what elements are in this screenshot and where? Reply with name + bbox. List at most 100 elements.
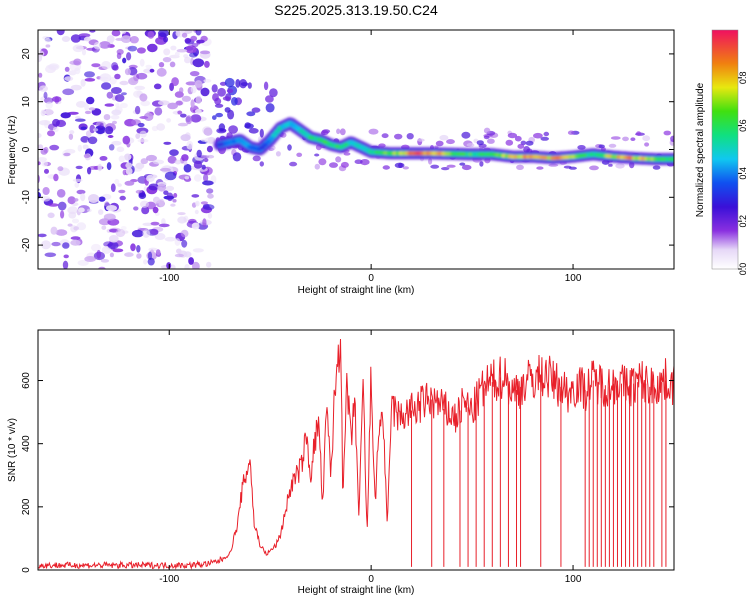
noise-blob	[430, 164, 440, 169]
noise-blob	[354, 159, 363, 164]
noise-blob	[406, 133, 414, 140]
noise-blob	[51, 241, 61, 247]
noise-blob	[195, 30, 202, 36]
noise-blob	[89, 124, 96, 134]
noise-blob	[199, 50, 211, 55]
noise-blob	[158, 198, 165, 208]
noise-blob	[39, 85, 48, 92]
noise-blob	[88, 194, 100, 203]
snr-y-axis-label: SNR (10 * v/v)	[7, 418, 18, 482]
noise-blob	[83, 153, 91, 159]
noise-blob	[51, 96, 62, 103]
noise-blob	[368, 128, 379, 135]
noise-blob	[162, 57, 172, 63]
noise-blob	[75, 116, 81, 120]
noise-blob	[206, 188, 214, 194]
noise-blob	[64, 66, 70, 72]
noise-blob	[153, 83, 162, 90]
noise-blob	[200, 201, 208, 205]
noise-blob	[206, 261, 212, 268]
noise-blob	[259, 128, 264, 138]
noise-blob	[106, 162, 112, 171]
noise-blob	[111, 140, 122, 146]
x-tick-label: -100	[159, 273, 179, 284]
noise-blob	[63, 152, 71, 157]
noise-blob	[180, 134, 191, 142]
noise-blob	[78, 207, 85, 213]
noise-blob	[159, 167, 171, 172]
noise-blob	[505, 139, 514, 146]
noise-blob	[185, 115, 193, 125]
noise-blob	[91, 63, 101, 68]
noise-blob	[47, 130, 55, 137]
noise-blob	[80, 193, 86, 202]
noise-blob	[191, 222, 200, 230]
noise-blob	[202, 204, 215, 211]
noise-blob	[116, 52, 122, 59]
noise-blob	[200, 138, 210, 142]
noise-blob	[90, 243, 102, 252]
noise-blob	[53, 173, 59, 182]
ridge-point	[259, 145, 266, 150]
noise-blob	[167, 155, 177, 164]
colorbar-tick-label: 0.6	[738, 119, 748, 132]
noise-blob	[89, 30, 96, 33]
noise-blob	[86, 96, 95, 105]
noise-blob	[122, 57, 127, 64]
noise-blob	[119, 102, 128, 109]
noise-blob	[84, 71, 95, 78]
noise-blob	[44, 108, 54, 116]
noise-blob	[44, 168, 49, 174]
noise-blob	[224, 77, 235, 88]
noise-blob	[164, 171, 177, 181]
noise-blob	[77, 144, 83, 152]
noise-blob	[47, 212, 55, 219]
noise-blob	[177, 122, 188, 127]
noise-blob	[60, 210, 65, 219]
noise-blob	[120, 35, 132, 43]
noise-blob	[134, 105, 141, 115]
noise-blob	[203, 127, 213, 136]
noise-blob	[321, 130, 329, 136]
noise-blob	[232, 152, 242, 162]
noise-blob	[329, 162, 338, 168]
noise-blob	[143, 259, 148, 265]
noise-blob	[289, 161, 298, 167]
noise-blob	[177, 110, 183, 115]
noise-blob	[155, 249, 161, 256]
noise-blob	[64, 148, 76, 154]
noise-blob	[52, 126, 59, 133]
noise-blob	[38, 132, 42, 139]
noise-blob	[110, 183, 116, 192]
noise-blob	[194, 174, 202, 182]
noise-blob	[107, 241, 119, 250]
noise-blob	[507, 132, 518, 139]
y-tick-label: 20	[21, 48, 32, 60]
noise-blob	[598, 144, 605, 149]
noise-blob	[166, 118, 172, 123]
noise-blob	[81, 49, 87, 56]
noise-blob	[99, 41, 111, 49]
noise-blob	[107, 135, 114, 138]
noise-blob	[196, 39, 205, 44]
noise-blob	[231, 97, 238, 106]
noise-blob	[156, 123, 166, 131]
noise-blob	[68, 70, 77, 76]
noise-blob	[642, 135, 651, 142]
noise-blob	[84, 103, 89, 111]
noise-blob	[360, 159, 370, 166]
noise-blob	[201, 164, 206, 170]
noise-blob	[461, 164, 472, 171]
noise-blob	[296, 152, 303, 157]
x-tick-label: 100	[565, 273, 582, 284]
noise-blob	[104, 201, 110, 207]
noise-blob	[152, 159, 165, 165]
noise-blob	[83, 36, 92, 42]
noise-blob	[140, 158, 148, 165]
noise-blob	[84, 256, 97, 262]
noise-blob	[171, 77, 179, 87]
colorbar-tick-label: 0.2	[738, 215, 748, 228]
noise-blob	[62, 88, 75, 96]
noise-blob	[166, 262, 172, 269]
noise-blob	[72, 44, 84, 53]
